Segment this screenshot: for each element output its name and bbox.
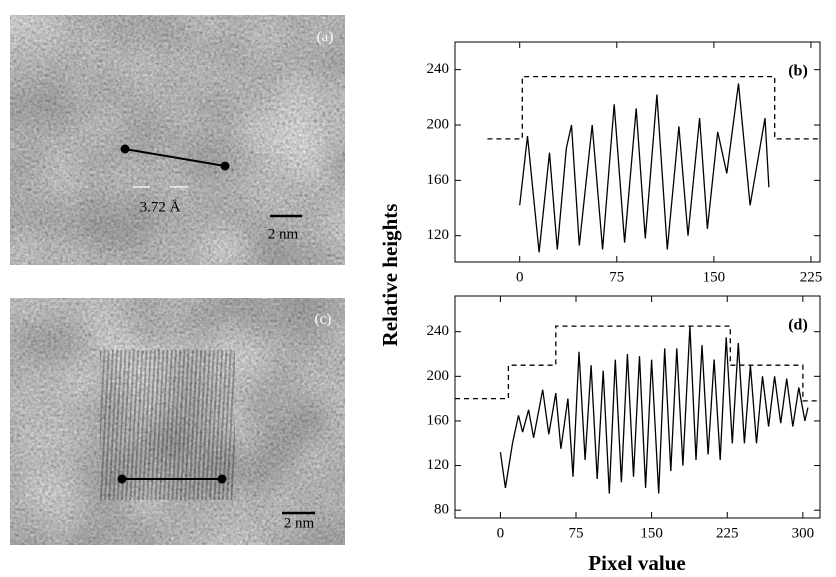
- step-line: [455, 325, 820, 402]
- plot-frame: [454, 41, 821, 263]
- y-tick-label: 240: [427, 323, 450, 339]
- x-tick-label: 75: [609, 269, 624, 285]
- scale-label: 2 nm: [268, 226, 299, 242]
- x-tick-label: 0: [497, 525, 505, 541]
- y-tick-label: 200: [427, 116, 450, 132]
- profile-line: [499, 326, 809, 494]
- panel-label: (b): [788, 63, 808, 80]
- tem-image-c: (c) 2 nm: [10, 298, 345, 545]
- x-tick-label: 150: [703, 269, 726, 285]
- x-tick-label: 150: [640, 525, 663, 541]
- spacing-label: 3.72 Å: [140, 199, 181, 215]
- x-axis-label: Pixel value: [588, 551, 685, 575]
- scale-label: 2 nm: [284, 515, 315, 531]
- y-tick-label: 120: [427, 457, 450, 473]
- image-label: (a): [317, 29, 334, 45]
- y-tick-label: 120: [427, 227, 450, 243]
- x-tick-label: 300: [792, 525, 815, 541]
- x-tick-label: 75: [568, 525, 583, 541]
- y-tick-label: 200: [427, 368, 450, 384]
- panel-label: (d): [788, 317, 808, 334]
- y-tick-label: 160: [427, 412, 450, 428]
- x-tick-label: 225: [800, 269, 823, 285]
- x-tick-label: 0: [516, 269, 524, 285]
- step-line: [487, 75, 820, 140]
- image-label: (c): [315, 311, 332, 327]
- y-tick-label: 160: [427, 172, 450, 188]
- plot-frame: [454, 295, 821, 519]
- tem-image-a: (a) 3.72 Å 2 nm: [10, 15, 345, 265]
- y-tick-label: 240: [427, 61, 450, 77]
- y-axis-label: Relative heights: [378, 204, 402, 347]
- y-tick-label: 80: [434, 502, 449, 518]
- profile-line: [519, 83, 770, 253]
- x-tick-label: 225: [716, 525, 739, 541]
